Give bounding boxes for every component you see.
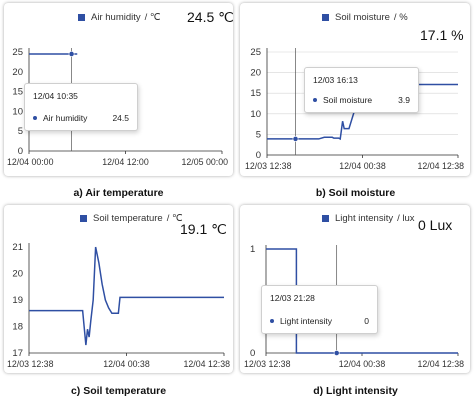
x-tick-label: 12/04 12:38 bbox=[418, 161, 465, 171]
y-tick-label: 0 bbox=[250, 348, 255, 359]
legend-label: Soil temperature bbox=[93, 213, 163, 224]
x-tick-label: 12/04 00:38 bbox=[103, 359, 150, 369]
tooltip-time: 12/03 21:28 bbox=[270, 293, 315, 303]
panel-air-temperature: 0 5 10 15 20 25 12/04 00:00 12/04 12:00 12/05 00… bbox=[4, 3, 233, 176]
series-dot-icon bbox=[33, 116, 37, 120]
legend[interactable]: Soil temperature / ℃ bbox=[80, 213, 183, 224]
series-dot-icon bbox=[270, 319, 274, 323]
y-tick-label: 20 bbox=[250, 68, 261, 79]
y-tick-label: 18 bbox=[12, 322, 23, 333]
unit-label: / ℃ bbox=[144, 12, 161, 23]
y-tick-label: 5 bbox=[18, 126, 23, 137]
y-tick-label: 10 bbox=[250, 109, 261, 120]
caption: d) Light intensity bbox=[313, 385, 398, 397]
current-reading: 24.5 ℃ bbox=[187, 9, 233, 25]
tooltip: 12/03 21:28 Light intensity 0 bbox=[261, 285, 378, 334]
y-tick-label: 25 bbox=[250, 47, 261, 58]
panel-light-intensity: 0 1 12/03 12:38 12/04 00:38 12/04 12:38 Ligh… bbox=[240, 205, 470, 373]
legend[interactable]: Light intensity / lux bbox=[322, 213, 415, 224]
x-tick-label: 12/04 12:38 bbox=[418, 359, 465, 369]
y-tick-label: 25 bbox=[12, 47, 23, 58]
y-tick-label: 17 bbox=[12, 348, 23, 359]
unit-label: / ℃ bbox=[166, 213, 183, 224]
y-tick-label: 10 bbox=[12, 106, 23, 117]
series-line bbox=[267, 83, 458, 141]
tooltip-time: 12/04 10:35 bbox=[33, 91, 78, 101]
legend-square-icon bbox=[78, 14, 85, 21]
highlight-point bbox=[292, 136, 299, 142]
x-tick-label: 12/04 00:00 bbox=[7, 157, 54, 167]
current-reading: 19.1 ℃ bbox=[180, 221, 227, 237]
chart-air-temperature: 0 5 10 15 20 25 12/04 00:00 12/04 12:00 12/05 00… bbox=[7, 47, 229, 167]
panel-soil-temperature: 17 18 19 20 21 12/03 12:38 12/04 00:38 12/04 12… bbox=[4, 205, 233, 373]
tooltip-value: 0 bbox=[364, 316, 369, 326]
caption: a) Air temperature bbox=[73, 187, 164, 199]
current-reading: 0 Lux bbox=[418, 217, 453, 233]
chart-light-intensity: 0 1 12/03 12:38 12/04 00:38 12/04 12:38 bbox=[244, 244, 465, 369]
y-tick-label: 15 bbox=[12, 87, 23, 98]
tooltip-label: Air humidity bbox=[43, 113, 88, 123]
tooltip: 12/04 10:35 Air humidity 24.5 bbox=[24, 83, 138, 131]
y-tick-label: 21 bbox=[12, 242, 23, 253]
current-reading: 17.1 % bbox=[420, 27, 464, 43]
panel-soil-moisture: 0 5 10 15 20 25 12/03 12:38 12/04 00:38 12/04 12… bbox=[240, 3, 470, 176]
legend-square-icon bbox=[322, 215, 329, 222]
legend-label: Light intensity bbox=[335, 213, 394, 224]
legend-square-icon bbox=[322, 14, 329, 21]
x-tick-label: 12/05 00:00 bbox=[182, 157, 229, 167]
legend-label: Air humidity bbox=[91, 12, 141, 23]
tooltip-value: 3.9 bbox=[398, 95, 410, 105]
caption: c) Soil temperature bbox=[70, 385, 167, 397]
x-tick-label: 12/03 12:38 bbox=[7, 359, 54, 369]
y-tick-label: 1 bbox=[250, 244, 255, 255]
caption: b) Soil moisture bbox=[315, 187, 396, 199]
series-line bbox=[266, 248, 458, 354]
y-tick-label: 20 bbox=[12, 269, 23, 280]
y-tick-label: 0 bbox=[18, 146, 23, 157]
legend[interactable]: Soil moisture / % bbox=[322, 12, 408, 23]
series-line bbox=[29, 246, 224, 346]
legend-square-icon bbox=[80, 215, 87, 222]
x-tick-label: 12/03 12:38 bbox=[244, 359, 291, 369]
x-tick-label: 12/04 00:38 bbox=[339, 359, 386, 369]
x-tick-label: 12/04 00:38 bbox=[339, 161, 386, 171]
highlight-point bbox=[333, 350, 340, 356]
tooltip-label: Light intensity bbox=[280, 316, 332, 326]
y-tick-label: 20 bbox=[12, 67, 23, 78]
unit-label: / lux bbox=[397, 213, 415, 224]
y-tick-label: 0 bbox=[256, 150, 261, 161]
y-tick-label: 5 bbox=[256, 129, 261, 140]
tooltip: 12/03 16:13 Soil moisture 3.9 bbox=[304, 67, 419, 113]
x-tick-label: 12/03 12:38 bbox=[245, 161, 292, 171]
x-tick-label: 12/04 12:38 bbox=[184, 359, 231, 369]
highlight-point bbox=[68, 51, 75, 57]
series-dot-icon bbox=[313, 98, 317, 102]
tooltip-label: Soil moisture bbox=[323, 95, 373, 105]
y-tick-label: 15 bbox=[250, 88, 261, 99]
chart-soil-temperature: 17 18 19 20 21 12/03 12:38 12/04 00:38 12/04 12… bbox=[7, 242, 231, 369]
tooltip-time: 12/03 16:13 bbox=[313, 75, 358, 85]
legend[interactable]: Air humidity / ℃ bbox=[78, 12, 161, 23]
legend-label: Soil moisture bbox=[335, 12, 390, 23]
x-tick-label: 12/04 12:00 bbox=[102, 157, 149, 167]
tooltip-value: 24.5 bbox=[112, 113, 129, 123]
y-tick-label: 19 bbox=[12, 295, 23, 306]
unit-label: / % bbox=[393, 12, 408, 23]
